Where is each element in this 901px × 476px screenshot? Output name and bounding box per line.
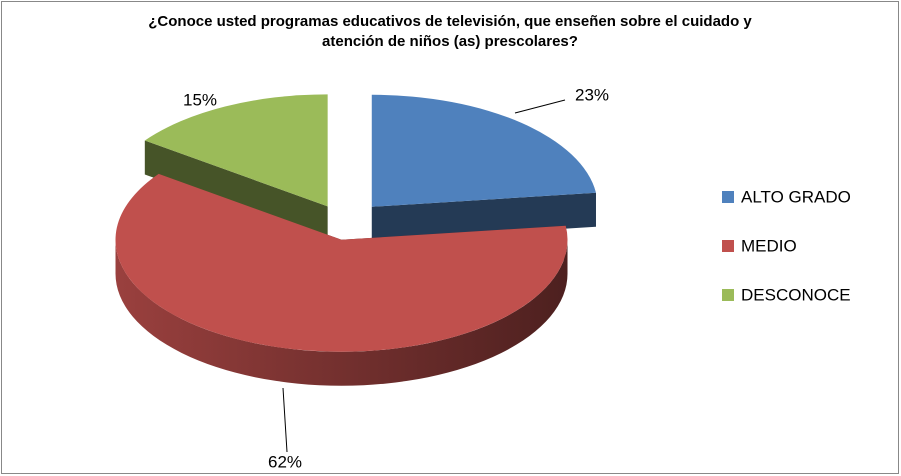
leader-line [282, 387, 288, 453]
leader-line [514, 99, 566, 114]
labels: 23% ALTO GRADO 62% MEDIO 15% DESCONOCE [183, 85, 851, 471]
data-label: 15% [183, 90, 217, 109]
data-label: 23% [575, 85, 609, 104]
legend-label: MEDIO [741, 236, 797, 255]
slice-wall [115, 239, 568, 386]
slice [371, 94, 596, 207]
legend-label: DESCONOCE [741, 285, 851, 304]
legend-label: ALTO GRADO [741, 187, 851, 206]
slice [144, 94, 328, 207]
slice [115, 173, 568, 352]
legend-swatch [722, 240, 734, 252]
pie-tops [115, 94, 596, 352]
legend-swatch [722, 191, 734, 203]
slice-side [144, 140, 328, 241]
chart-title: ¿Conoce usted programas educativos de te… [148, 13, 752, 50]
data-label: 62% [268, 452, 302, 471]
legend-swatch [722, 289, 734, 301]
